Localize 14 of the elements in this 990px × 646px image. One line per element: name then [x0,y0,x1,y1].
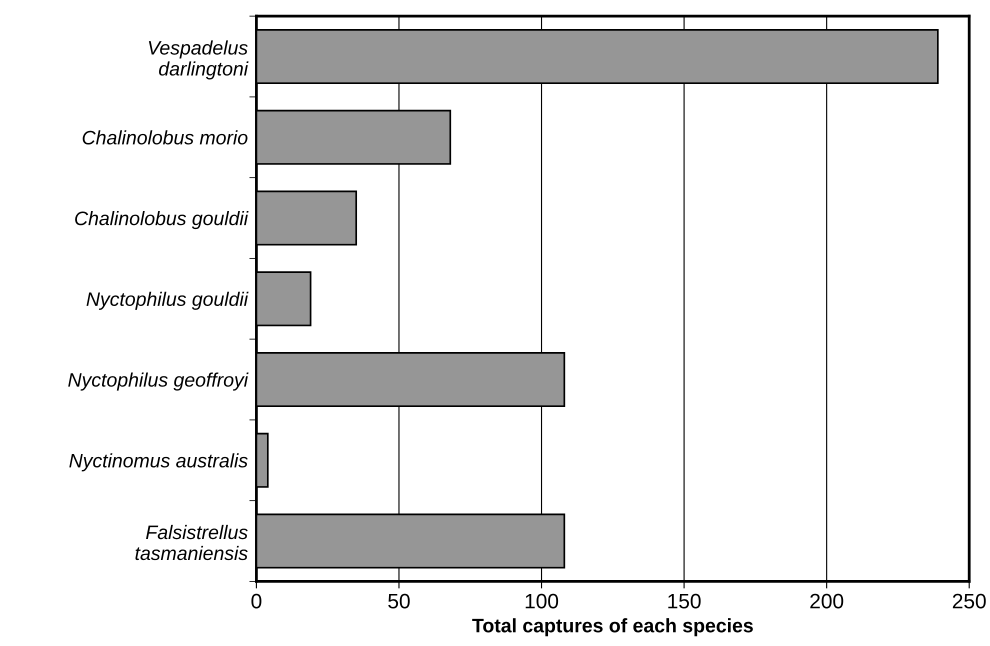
y-tick-label: Nyctinomus australis [69,453,248,472]
x-tick-label: 200 [810,594,844,609]
y-tick-label: Nyctophilus gouldii [86,292,249,310]
y-tick-label: Falsistrellus tasmaniensis [135,524,248,560]
x-tick-label: 250 [952,594,986,609]
x-axis-title: Total captures of each species [472,618,753,636]
y-tick-label: Nyctophilus geoffroyi [68,372,249,391]
y-tick-label: Vespadelus darlingtoni [148,40,249,80]
x-tick-label: 0 [251,594,262,609]
x-tick-label: 100 [526,594,558,609]
x-tick-label: 150 [668,594,701,609]
y-tick-label: Chalinolobus morio [82,130,248,145]
x-tick-label: 50 [388,594,410,609]
y-tick-label: Chalinolobus gouldii [75,210,249,230]
